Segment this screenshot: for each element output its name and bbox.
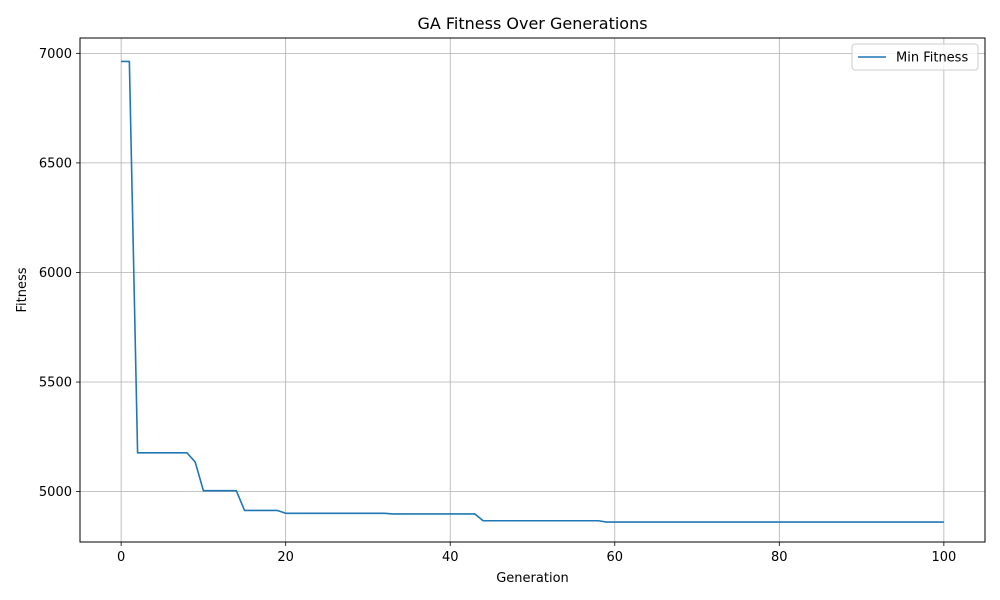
y-tick-label: 5000 [39,485,72,500]
x-tick-label: 0 [117,550,125,565]
y-tick-label: 6000 [39,266,72,281]
legend: Min Fitness [851,43,979,71]
y-tick-label: 5500 [39,376,72,391]
x-tick-label: 80 [771,550,788,565]
y-axis-label: Fitness [15,267,30,312]
plot-frame [79,37,986,543]
series-layer [121,60,944,523]
grid-lines [80,38,985,542]
legend-box [851,43,979,71]
x-tick-label: 20 [277,550,294,565]
legend-label-min-fitness: Min Fitness [896,51,968,66]
chart-title: GA Fitness Over Generations [417,14,647,33]
series-line-min-fitness [121,60,944,523]
y-axis-ticks: 5000 5500 6000 6500 7000 [39,47,80,500]
y-tick-label: 6500 [39,156,72,171]
x-tick-label: 100 [931,550,956,565]
x-tick-label: 60 [606,550,623,565]
x-axis-label: Generation [496,571,569,586]
y-tick-label: 7000 [39,47,72,62]
x-tick-label: 40 [442,550,459,565]
x-axis-ticks: 0 20 40 60 80 100 [117,542,956,565]
